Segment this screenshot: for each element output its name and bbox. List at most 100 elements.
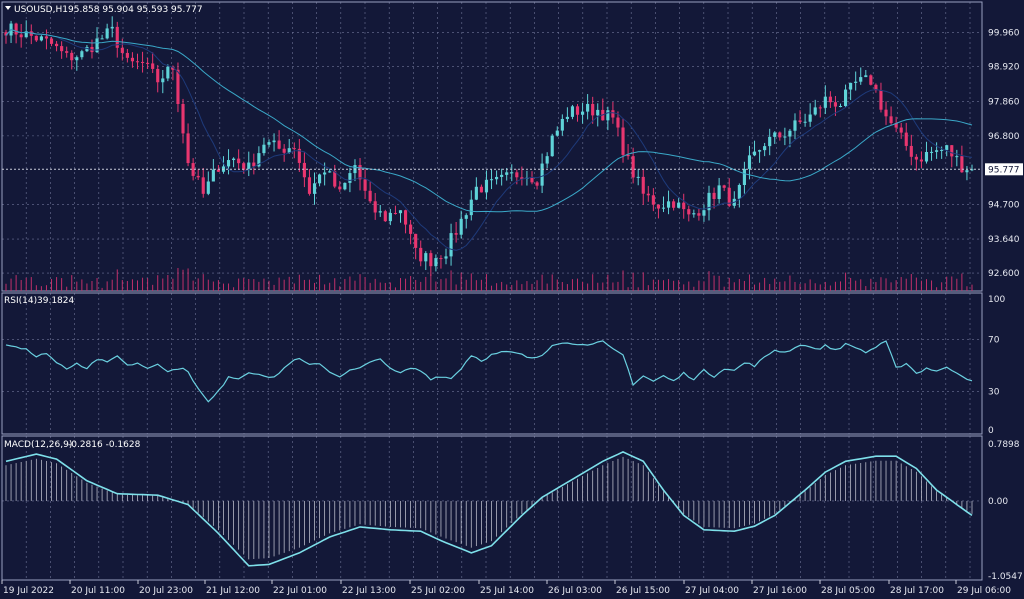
- candle-body: [565, 116, 569, 119]
- candle-body: [631, 156, 635, 178]
- candle-body: [166, 66, 170, 79]
- candle-body: [196, 175, 200, 178]
- candle-body: [626, 154, 630, 157]
- candle-body: [60, 46, 64, 52]
- y-axis-labels: 99.960 98.920 97.860 96.800 94.700 93.640 92.6…: [988, 29, 1023, 582]
- candle-body: [722, 185, 726, 188]
- candle-body: [621, 127, 625, 155]
- candle-body: [854, 81, 858, 83]
- candle-body: [520, 177, 524, 180]
- candle-body: [130, 57, 135, 62]
- candle-body: [727, 187, 731, 206]
- candle-body: [869, 75, 873, 85]
- macd-histogram: [5, 456, 973, 560]
- candle-body: [808, 114, 812, 122]
- candle-body: [763, 146, 767, 151]
- candle-body: [454, 233, 458, 235]
- candle-body: [226, 160, 231, 167]
- candle-body: [237, 158, 241, 164]
- candle-body: [383, 211, 387, 222]
- macd-pane[interactable]: [1, 435, 983, 581]
- candle-body: [489, 179, 494, 181]
- candle-body: [14, 23, 18, 35]
- candle-body: [950, 145, 954, 157]
- candle-body: [161, 78, 165, 83]
- price-header: USOUSD,H1 95.858 95.904 95.593 95.777: [5, 5, 203, 15]
- candle-body: [692, 213, 696, 215]
- candle-body: [758, 150, 762, 152]
- dropdown-triangle-icon[interactable]: [5, 6, 11, 10]
- candle-body: [105, 28, 109, 39]
- candle-body: [813, 107, 817, 115]
- candle-body: [287, 148, 291, 153]
- x-tick-label: 25 Jul 02:00: [411, 586, 465, 596]
- candle-body: [945, 145, 949, 150]
- candle-body: [788, 130, 792, 137]
- candle-body: [818, 107, 822, 109]
- candle-body: [570, 106, 575, 117]
- candle-body: [115, 26, 119, 48]
- rsi-value: 39.1824: [37, 296, 74, 306]
- candle-body: [206, 181, 210, 194]
- candle-body: [409, 224, 413, 234]
- rsi-pane[interactable]: [1, 292, 983, 435]
- price-tick-label: 96.800: [988, 132, 1020, 142]
- x-tick-label: 26 Jul 03:00: [548, 586, 602, 596]
- candle-body: [363, 179, 367, 191]
- rsi-tick-label: 30: [988, 388, 1000, 398]
- candle-body: [474, 186, 478, 200]
- price-tick-label: 92.600: [988, 269, 1020, 279]
- x-tick-label: 19 Jul 2022: [3, 586, 54, 596]
- candle-body: [555, 130, 559, 136]
- candle-body: [19, 34, 23, 38]
- moving-average-slow: [5, 28, 973, 251]
- candle-body: [201, 177, 205, 194]
- candle-body: [277, 140, 281, 149]
- candle-body: [864, 75, 868, 78]
- volume-bars: [5, 267, 973, 291]
- candle-body: [439, 258, 443, 260]
- candle-body: [970, 169, 974, 171]
- candle-body: [682, 202, 686, 210]
- candle-body: [373, 201, 377, 213]
- candle-body: [884, 109, 888, 117]
- candle-body: [859, 77, 863, 82]
- candle-body: [297, 148, 301, 163]
- candle-body: [515, 172, 519, 178]
- candle-body: [343, 182, 347, 190]
- candle-body: [833, 102, 838, 107]
- candle-body: [783, 136, 787, 138]
- candle-body: [459, 218, 463, 235]
- candle-body: [838, 105, 843, 107]
- price-tick-label: 97.860: [988, 97, 1020, 107]
- candle-body: [216, 169, 220, 172]
- candle-body: [575, 106, 580, 115]
- candle-body: [181, 103, 185, 134]
- candle-body: [232, 158, 236, 161]
- candle-body: [414, 233, 418, 248]
- macd-tick-label: 0.7898: [988, 440, 1020, 450]
- candle-body: [752, 151, 757, 156]
- candle-body: [484, 179, 489, 193]
- candle-body: [894, 123, 898, 128]
- candle-body: [929, 151, 934, 153]
- candle-body: [955, 156, 959, 158]
- x-tick-label: 20 Jul 23:00: [139, 586, 193, 596]
- candle-body: [540, 163, 544, 186]
- candle-body: [34, 35, 38, 41]
- candle-body: [272, 140, 276, 143]
- candle-body: [500, 174, 504, 177]
- candle-body: [292, 148, 296, 150]
- candle-body: [307, 177, 312, 194]
- grid: [2, 2, 982, 580]
- candle-body: [282, 148, 286, 153]
- candle-body: [591, 103, 595, 116]
- x-tick-label: 28 Jul 05:00: [821, 586, 875, 596]
- candle-body: [156, 68, 160, 83]
- candle-body: [606, 110, 610, 121]
- candle-body: [586, 103, 590, 112]
- candle-body: [919, 159, 923, 162]
- candles: [4, 16, 974, 276]
- candle-body: [151, 63, 155, 69]
